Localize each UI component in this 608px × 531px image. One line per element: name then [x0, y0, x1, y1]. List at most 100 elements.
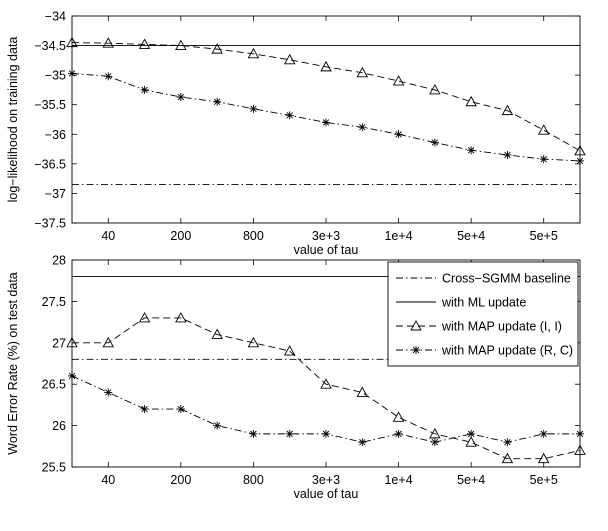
star-marker: [68, 69, 76, 78]
triangle-marker: [574, 144, 586, 156]
series-2-4: [68, 371, 584, 447]
star-marker: [467, 146, 476, 155]
star-marker: [213, 97, 222, 106]
y-tick-label: 26.5: [42, 378, 66, 392]
triangle-marker: [211, 328, 223, 339]
y-axis-label: log−likelihood on training data: [6, 37, 20, 203]
series-1-4: [68, 69, 584, 165]
triangle-marker: [465, 436, 477, 447]
triangle-marker: [537, 452, 550, 464]
x-tick-label: 40: [101, 229, 115, 243]
star-marker: [249, 104, 258, 113]
y-tick-label: −37.5: [34, 217, 66, 231]
star-marker: [104, 388, 113, 397]
star-marker: [539, 155, 548, 164]
triangle-marker: [138, 38, 151, 49]
triangle-marker: [320, 378, 332, 389]
x-tick-label: 200: [170, 473, 191, 487]
legend-entry: with MAP update (R, C): [441, 344, 573, 358]
star-marker: [213, 421, 222, 430]
triangle-marker: [175, 312, 187, 323]
legend-triangle-marker: [410, 320, 422, 331]
star-marker: [503, 150, 512, 159]
x-tick-label: 800: [243, 473, 264, 487]
triangle-marker: [138, 312, 151, 323]
star-marker: [503, 438, 512, 447]
x-axis-label: value of tau: [294, 487, 359, 501]
star-marker: [285, 429, 294, 438]
triangle-marker: [501, 452, 514, 464]
triangle-marker: [392, 411, 405, 422]
triangle-marker: [283, 53, 296, 65]
y-tick-label: −34: [45, 10, 66, 24]
series-line: [72, 317, 581, 460]
y-tick-label: −37: [45, 187, 66, 201]
triangle-marker: [247, 336, 260, 348]
y-tick-label: 28: [52, 254, 66, 268]
star-marker: [539, 429, 548, 438]
y-axis-label: Word Error Rate (%) on test data: [6, 272, 20, 455]
triangle-marker: [356, 66, 369, 78]
star-marker: [68, 371, 76, 380]
legend-entry: Cross−SGMM baseline: [442, 272, 571, 286]
star-marker: [394, 130, 403, 139]
y-tick-label: −35.5: [34, 98, 66, 112]
legend-star-marker: [412, 346, 420, 354]
y-tick-label: 27.5: [42, 295, 66, 309]
y-tick-label: 25.5: [42, 461, 66, 475]
triangle-marker: [283, 345, 296, 356]
star-marker: [249, 429, 258, 438]
x-tick-label: 5e+5: [530, 229, 558, 243]
triangle-marker: [320, 60, 332, 72]
y-tick-label: −36.5: [34, 157, 66, 171]
star-marker: [140, 405, 149, 414]
star-marker: [576, 429, 584, 438]
triangle-marker: [211, 43, 223, 54]
triangle-marker: [429, 84, 441, 95]
triangle-marker: [102, 336, 115, 348]
series-1-3: [66, 36, 586, 156]
triangle-marker: [429, 427, 441, 439]
x-tick-label: 3e+3: [312, 229, 340, 243]
legend: Cross−SGMM baseline with ML update with MA…: [387, 261, 579, 367]
star-marker: [430, 138, 439, 147]
legend-entry: with MAP update (I, I): [441, 320, 562, 334]
x-tick-label: 3e+3: [312, 473, 340, 487]
triangle-marker: [501, 104, 514, 116]
x-axis-label: value of tau: [294, 243, 359, 257]
star-marker: [430, 438, 439, 447]
y-tick-label: 26: [52, 419, 66, 433]
y-tick-label: −36: [45, 128, 66, 142]
triangle-marker: [537, 124, 550, 135]
star-marker: [322, 118, 330, 127]
triangle-marker: [247, 47, 260, 59]
x-tick-label: 1e+4: [384, 229, 412, 243]
x-tick-label: 5e+4: [457, 229, 485, 243]
triangle-marker: [66, 36, 78, 48]
star-marker: [322, 429, 330, 438]
series-2-3: [66, 312, 586, 464]
star-marker: [104, 72, 113, 81]
y-tick-label: −35: [45, 69, 66, 83]
legend-entry: with ML update: [441, 296, 526, 310]
star-marker: [285, 111, 294, 120]
star-marker: [394, 429, 403, 438]
series-line: [71, 72, 581, 162]
x-tick-label: 40: [101, 473, 115, 487]
triangle-marker: [66, 336, 78, 348]
y-tick-label: −34.5: [34, 39, 66, 53]
star-marker: [467, 429, 476, 438]
star-marker: [140, 85, 149, 94]
star-marker: [176, 405, 185, 414]
triangle-marker: [175, 39, 187, 51]
triangle-marker: [392, 75, 405, 86]
x-tick-label: 1e+4: [384, 473, 412, 487]
x-tick-label: 5e+5: [530, 473, 558, 487]
x-tick-label: 5e+4: [457, 473, 485, 487]
x-tick-label: 800: [243, 229, 264, 243]
triangle-marker: [465, 95, 477, 107]
triangle-marker: [574, 444, 586, 455]
y-tick-label: 27: [52, 336, 66, 350]
triangle-marker: [356, 386, 369, 397]
